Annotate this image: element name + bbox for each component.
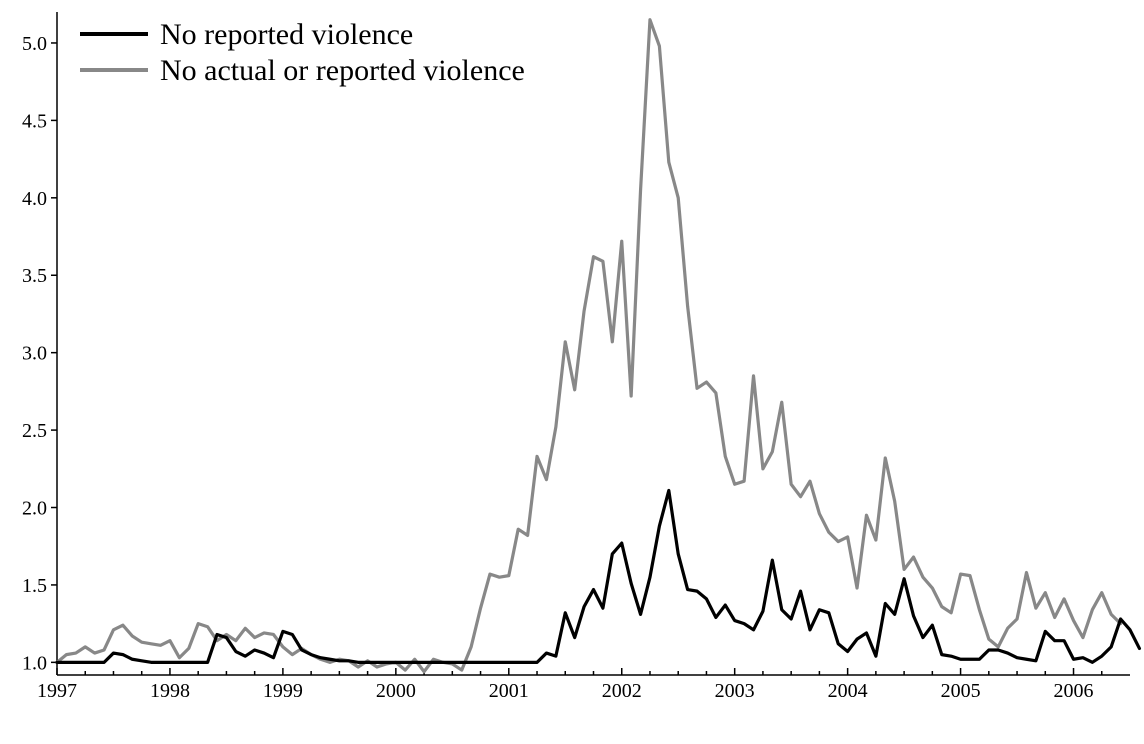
x-tick-label: 1999 (263, 680, 303, 702)
y-tick-label: 1.5 (22, 575, 47, 597)
x-ticks: 1997 1998 1999 2000 2001 2002 2003 2004 2005 2006 (37, 668, 1103, 702)
series-line-0 (55, 488, 1142, 664)
legend-label-0: No reported violence (160, 18, 413, 51)
y-tick-label: 3.0 (22, 343, 47, 365)
y-tick-label: 4.5 (22, 110, 47, 132)
x-tick-label: 1998 (150, 680, 190, 702)
y-tick-label: 4.0 (22, 188, 47, 210)
y-tick-label: 3.5 (22, 265, 47, 287)
legend-label-1: No actual or reported violence (160, 54, 525, 87)
x-tick-label: 2000 (376, 680, 416, 702)
x-tick-label: 2001 (489, 680, 529, 702)
x-tick-label: 2004 (828, 680, 868, 702)
y-tick-label: 2.5 (22, 420, 47, 442)
y-tick-label: 5.0 (22, 33, 47, 55)
y-ticks: 1.0 1.5 2.0 2.5 3.0 3.5 4.0 4.5 5.0 (22, 33, 57, 674)
x-tick-label: 2005 (941, 680, 981, 702)
series-layer (55, 18, 1142, 674)
x-tick-label: 2006 (1054, 680, 1094, 702)
y-tick-label: 1.0 (22, 652, 47, 674)
x-tick-label: 2003 (715, 680, 755, 702)
y-tick-label: 2.0 (22, 498, 47, 520)
series-line-1 (55, 18, 1123, 674)
x-tick-label: 1997 (37, 680, 77, 702)
x-tick-label: 2002 (602, 680, 642, 702)
